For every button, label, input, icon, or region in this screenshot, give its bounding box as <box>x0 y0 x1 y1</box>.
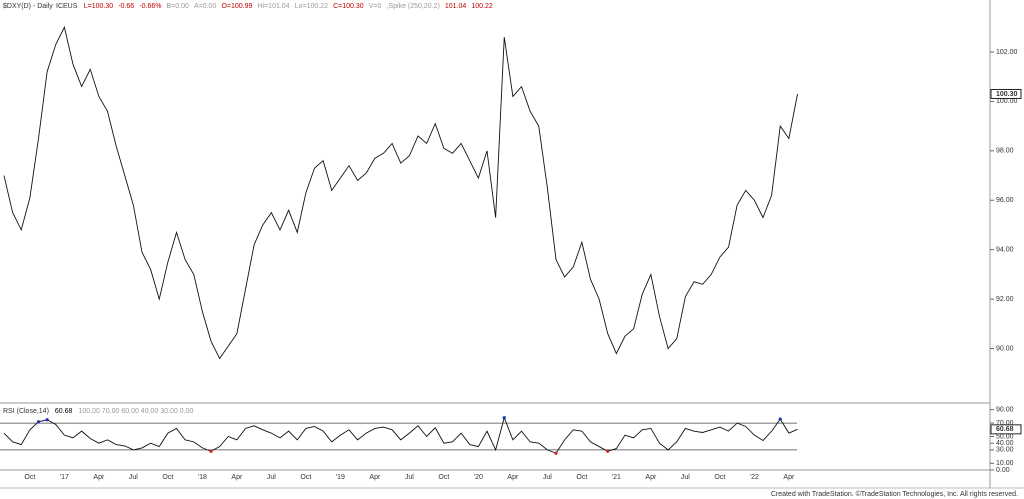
y-tick-label: 90.00 <box>996 407 1014 414</box>
x-tick-label: '20 <box>474 474 483 481</box>
quote: B=0.00 <box>166 3 188 10</box>
quote: 100.22 <box>471 3 493 10</box>
quote: Hi=101.04 <box>257 3 289 10</box>
y-tick-label: 98.00 <box>996 148 1014 155</box>
rsi-extreme <box>36 420 41 424</box>
price-line <box>3 416 798 454</box>
y-tick-label: 92.00 <box>996 296 1014 303</box>
quote: -0.66 <box>118 3 134 10</box>
quote: V=0 <box>369 3 382 10</box>
quote: ,Spike (250,20.2) <box>387 3 440 10</box>
last-value-label: 60.68 <box>996 426 1014 433</box>
rsi-extreme <box>606 449 610 453</box>
y-tick-label: 0.00 <box>996 467 1010 474</box>
y-tick-label: 10.00 <box>996 460 1014 467</box>
y-tick-label: 70.00 <box>996 420 1014 427</box>
price-line <box>3 25 798 360</box>
x-tick-label: Oct <box>162 474 173 481</box>
x-tick-label: Oct <box>300 474 311 481</box>
x-tick-label: '21 <box>612 474 621 481</box>
x-tick-label: '19 <box>336 474 345 481</box>
x-tick-label: Oct <box>714 474 725 481</box>
quote: Lo=100.22 <box>295 3 328 10</box>
y-tick-label: 90.00 <box>996 345 1014 352</box>
rsi-extreme <box>554 451 558 455</box>
quote: O=100.99 <box>221 3 252 10</box>
y-tick-label: 30.00 <box>996 447 1014 454</box>
x-tick-label: Jul <box>543 474 552 481</box>
x-tick-label: '18 <box>198 474 207 481</box>
x-tick-label: '17 <box>60 474 69 481</box>
x-tick-label: Apr <box>369 474 381 481</box>
rsi-title: RSI (Close,14) <box>3 408 49 415</box>
x-tick-label: Apr <box>645 474 657 481</box>
x-tick-label: '22 <box>750 474 759 481</box>
x-tick-label: Oct <box>24 474 35 481</box>
y-tick-label: 96.00 <box>996 197 1014 204</box>
x-tick-label: Jul <box>405 474 414 481</box>
x-tick-label: Jul <box>129 474 138 481</box>
x-tick-label: Apr <box>93 474 105 481</box>
quote: 101.04 <box>445 3 467 10</box>
x-tick-label: Apr <box>783 474 795 481</box>
rsi-params: 100.00 70.00 60.00 40.00 30.00 0.00 <box>79 408 194 415</box>
quote: C=100.30 <box>333 3 364 10</box>
last-value-box <box>990 88 1022 99</box>
symbol: $DXY(D) - Daily <box>3 3 53 10</box>
quote: -0.66% <box>139 3 161 10</box>
y-tick-label: 94.00 <box>996 247 1014 254</box>
rsi-extreme <box>778 417 782 421</box>
quote: L=100.30 <box>84 3 113 10</box>
rsi-extreme <box>45 418 49 422</box>
last-value-label: 100.30 <box>996 91 1018 98</box>
x-tick-label: Oct <box>438 474 449 481</box>
x-tick-label: Apr <box>507 474 519 481</box>
x-tick-label: Apr <box>231 474 243 481</box>
x-tick-label: Jul <box>267 474 276 481</box>
rsi-extreme <box>502 416 506 420</box>
exchange: ICEUS <box>56 3 78 10</box>
y-tick-label: 102.00 <box>996 49 1018 56</box>
rsi-extreme <box>209 449 213 453</box>
rsi-value: 60.68 <box>55 408 73 415</box>
y-tick-label: 50.00 <box>996 433 1014 440</box>
quote: A=0.00 <box>194 3 216 10</box>
x-tick-label: Jul <box>681 474 690 481</box>
footer: Created with TradeStation. ©TradeStation… <box>771 490 1018 498</box>
last-value-box <box>990 424 1022 435</box>
x-tick-label: Oct <box>576 474 587 481</box>
y-tick-label: 100.00 <box>996 98 1018 105</box>
y-tick-label: 40.00 <box>996 440 1014 447</box>
